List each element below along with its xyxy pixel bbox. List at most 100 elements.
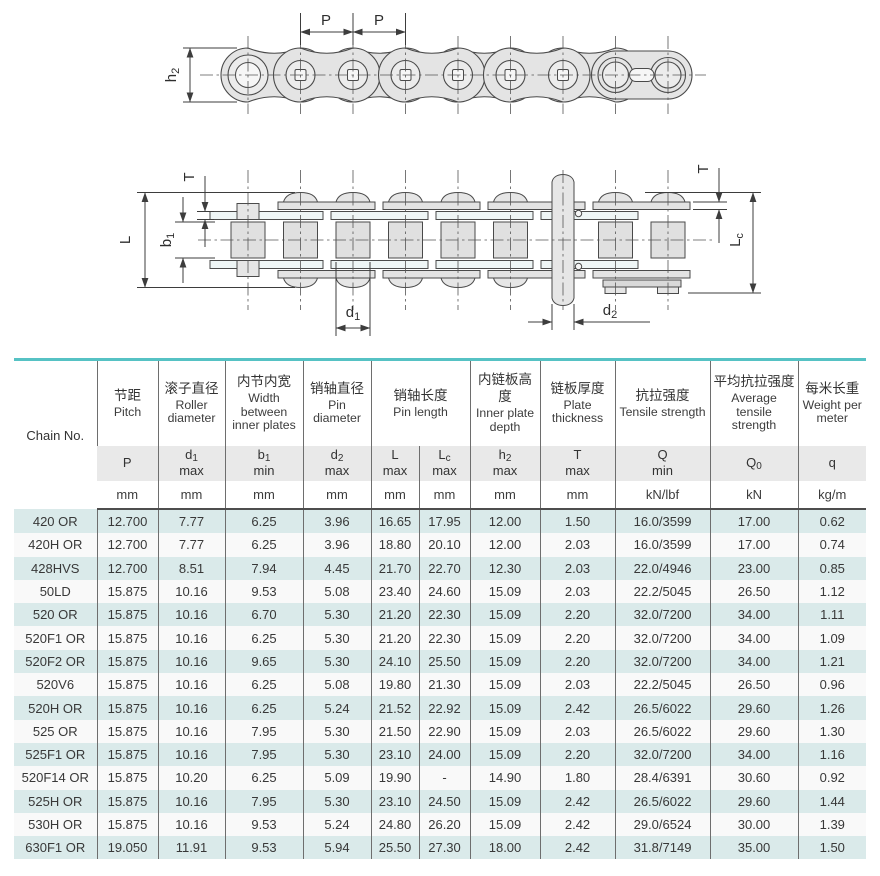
value-cell: 10.16 [157,742,225,767]
value-cell: 5.24 [302,696,371,720]
dim-label-t-right: T [695,164,712,173]
value-cell: 5.30 [302,649,371,674]
value-cell: 23.10 [370,742,419,767]
value-cell: 5.09 [302,766,371,790]
inner-plate-bar [435,211,534,220]
unit-tensile-strength: kN/lbf [614,481,711,510]
value-cell: 6.25 [224,626,303,650]
col-header-average-tensile-strength: 平均抗拉强度 Average tensile strength [709,361,799,446]
col-header-roller-diameter: 滚子直径 Roller diameter [157,361,225,446]
value-cell: 6.25 [224,509,303,534]
table-row: 525F1 OR 15.875 10.16 7.95 5.30 23.10 24.00 15.… [14,742,867,767]
value-cell: 3.96 [302,533,371,557]
inner-plate-bar [209,211,324,220]
col-header-weight-per-meter: 每米长重 Weight per meter [797,361,867,446]
value-cell: 12.00 [469,509,541,534]
chain-no-cell: 530H OR [28,817,83,832]
table-row: 520V6 15.875 10.16 6.25 5.08 19.80 21.30 15.09 2… [14,673,867,697]
value-cell: 24.10 [370,649,419,674]
clip-hole [574,262,583,271]
col-header-pitch: 节距 Pitch [96,361,158,446]
value-cell: 32.0/7200 [614,603,711,627]
value-cell: 23.00 [709,556,799,580]
value-cell: 16.0/3599 [614,533,711,557]
value-cell: 26.5/6022 [614,696,711,720]
outer-plate-bar [487,201,586,210]
unit-weight-per-meter: kg/m [797,481,867,510]
table-row: 630F1 OR 19.050 11.91 9.53 5.94 25.50 27.30 18.… [14,836,867,860]
table-row: 50LD 15.875 10.16 9.53 5.08 23.40 24.60 15.09 2.… [14,579,867,604]
value-cell: 7.77 [157,533,225,557]
inner-plate-bar [540,211,639,220]
value-cell: 18.00 [469,836,541,860]
value-cell: 22.70 [418,556,471,580]
value-cell: 5.24 [302,812,371,837]
inner-plate-bar [540,260,639,269]
value-cell: 5.30 [302,789,371,813]
value-cell: 9.53 [224,812,303,837]
table-row: 420 OR 12.700 7.77 6.25 3.96 16.65 17.95 12.00 1… [14,509,867,534]
chain-no-cell: 525F1 OR [25,747,86,763]
value-cell: 2.03 [539,533,616,557]
value-cell: 30.00 [709,812,799,837]
value-cell: 17.00 [709,509,799,534]
dim-label-b1: b1 [158,233,177,247]
value-cell: 15.875 [96,742,158,767]
table-row: 520H OR 15.875 10.16 6.25 5.24 21.52 22.92 15.0… [14,696,867,720]
value-cell: 12.00 [469,533,541,557]
value-cell: 24.50 [418,789,471,813]
chain-side-view-drawing [200,36,706,114]
clip-hole [574,209,583,218]
value-cell: 24.80 [370,812,419,837]
dim-label-length-l: L [117,236,134,244]
value-cell: 29.0/6524 [614,812,711,837]
value-cell: 15.875 [96,789,158,813]
dim-label-pitch-left: P [321,12,331,29]
value-cell: 32.0/7200 [614,742,711,767]
table-row: 428HVS 12.700 8.51 7.94 4.45 21.70 22.70 12.30 2… [14,556,867,580]
chain-no-cell: 420H OR [28,537,83,553]
unit-l-max: mm [370,481,419,510]
value-cell: 10.16 [157,673,225,697]
value-cell: 23.40 [370,579,419,604]
value-cell: 5.30 [302,719,371,743]
value-cell: 12.700 [96,533,158,557]
col-header-plate-thickness: 链板厚度 Plate thickness [539,361,616,446]
value-cell: 12.700 [96,556,158,580]
value-cell: 2.20 [539,742,616,767]
value-cell: 9.53 [224,836,303,860]
value-cell: 17.00 [709,533,799,557]
value-cell: 2.42 [539,696,616,720]
chain-no-cell: 525H OR [28,793,83,809]
value-cell: 22.30 [418,626,471,650]
chain-no-cell: 420 OR [32,513,78,529]
value-cell: 15.875 [96,766,158,790]
value-cell: 19.80 [370,673,419,697]
value-cell: 15.875 [96,579,158,604]
value-cell: 19.050 [96,836,158,860]
outer-plate-bar [592,270,691,279]
value-cell: 2.20 [539,603,616,627]
symbol-q0: Q0 [709,446,799,481]
value-cell: 10.16 [157,649,225,674]
unit-pin-diameter: mm [302,481,371,510]
dim-label-lc: Lc [727,233,746,247]
value-cell: 6.25 [224,673,303,697]
value-cell: 30.60 [709,766,799,790]
value-cell: 2.03 [539,719,616,743]
value-cell: 21.52 [370,696,419,720]
unit-inner-plate-depth: mm [469,481,541,510]
value-cell: 0.92 [797,766,867,790]
value-cell: 2.20 [539,649,616,674]
value-cell: 2.42 [539,836,616,860]
unit-plate-thickness: mm [539,481,616,510]
dim-label-h2: h2 [163,68,182,82]
table-row: 520 OR 15.875 10.16 6.70 5.30 21.20 22.30 15.09… [14,603,867,627]
value-cell: 1.50 [539,509,616,534]
value-cell: 21.20 [370,603,419,627]
value-cell: 15.09 [469,626,541,650]
table-row: 520F2 OR 15.875 10.16 9.65 5.30 24.10 25.50 15.… [14,649,867,674]
value-cell: 16.65 [370,509,419,534]
value-cell: 1.12 [797,579,867,604]
value-cell: 7.95 [224,719,303,743]
